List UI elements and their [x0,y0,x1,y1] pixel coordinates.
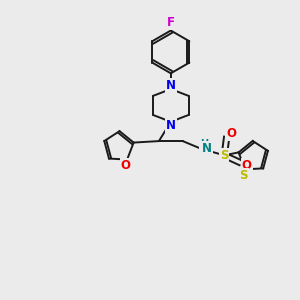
Text: N: N [202,142,212,155]
Text: S: S [220,149,229,162]
Text: O: O [226,128,236,140]
Text: N: N [166,119,176,132]
Text: O: O [121,159,131,172]
Text: H: H [200,139,208,149]
Text: S: S [239,169,248,182]
Text: N: N [166,79,176,92]
Text: O: O [242,159,252,172]
Text: F: F [167,16,175,29]
